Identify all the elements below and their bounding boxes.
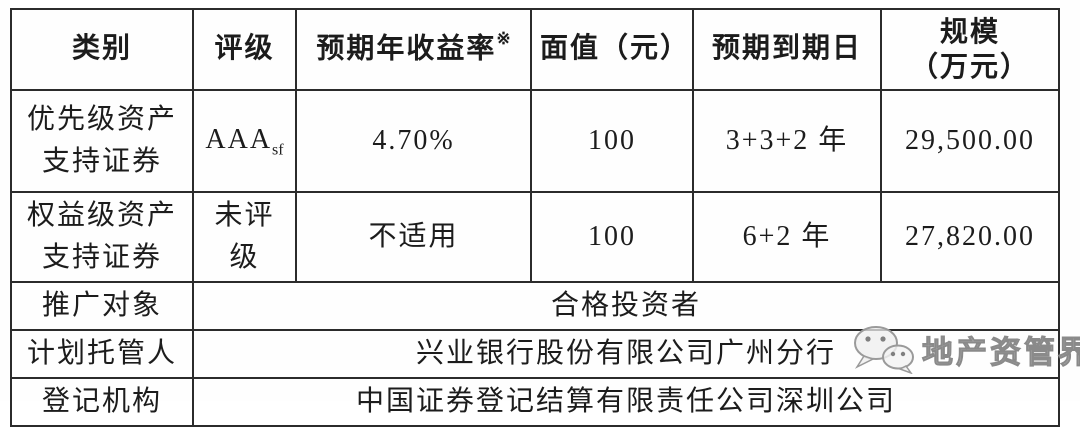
securities-terms-table: 类别 评级 预期年收益率※ 面值（元） 预期到期日 规模 （万元） 优先级资产支… — [10, 8, 1060, 427]
header-scale: 规模 （万元） — [880, 8, 1060, 91]
cell-senior-category: 优先级资产支持证券 — [10, 89, 194, 193]
cell-equity-yield: 不适用 — [295, 191, 532, 283]
cell-equity-face-value: 100 — [530, 191, 694, 283]
table-row-target-investors: 推广对象 合格投资者 — [10, 281, 1060, 331]
document-page: 类别 评级 预期年收益率※ 面值（元） 预期到期日 规模 （万元） 优先级资产支… — [10, 8, 1080, 427]
cell-senior-maturity: 3+3+2 年 — [692, 89, 882, 193]
table-row-senior-tranche: 优先级资产支持证券 AAAsf 4.70% 100 3+3+2 年 29,500… — [10, 89, 1060, 193]
header-expected-yield: 预期年收益率※ — [295, 8, 532, 91]
header-rating: 评级 — [192, 8, 297, 91]
senior-rating-subscript: sf — [272, 141, 284, 159]
header-face-value: 面值（元） — [530, 8, 694, 91]
cell-target-investors-value: 合格投资者 — [192, 281, 1060, 331]
equity-rating-value: 未评级 — [214, 200, 275, 273]
cell-equity-maturity: 6+2 年 — [692, 191, 882, 283]
cell-registrar-value: 中国证券登记结算有限责任公司深圳公司 — [192, 377, 1060, 427]
cell-equity-scale: 27,820.00 — [880, 191, 1060, 283]
table-row-registrar: 登记机构 中国证券登记结算有限责任公司深圳公司 — [10, 377, 1060, 427]
table-row-plan-custodian: 计划托管人 兴业银行股份有限公司广州分行 — [10, 329, 1060, 379]
header-scale-line1: 规模 — [939, 16, 1000, 48]
cell-senior-face-value: 100 — [530, 89, 694, 193]
footnote-reference-mark: ※ — [496, 29, 511, 49]
cell-senior-scale: 29,500.00 — [880, 89, 1060, 193]
cell-senior-rating: AAAsf — [192, 89, 297, 193]
cell-registrar-label: 登记机构 — [10, 377, 194, 427]
cell-equity-category: 权益级资产支持证券 — [10, 191, 194, 283]
cell-equity-rating: 未评级 — [192, 191, 297, 283]
header-category: 类别 — [10, 8, 194, 91]
table-header-row: 类别 评级 预期年收益率※ 面值（元） 预期到期日 规模 （万元） — [10, 8, 1060, 91]
cell-senior-yield: 4.70% — [295, 89, 532, 193]
header-expected-yield-label: 预期年收益率 — [316, 33, 497, 65]
senior-rating-value: AAA — [205, 124, 273, 156]
cell-plan-custodian-value: 兴业银行股份有限公司广州分行 — [192, 329, 1060, 379]
header-expected-maturity: 预期到期日 — [692, 8, 882, 91]
cell-plan-custodian-label: 计划托管人 — [10, 329, 194, 379]
header-scale-line2: （万元） — [909, 51, 1030, 83]
cell-target-investors-label: 推广对象 — [10, 281, 194, 331]
table-row-equity-tranche: 权益级资产支持证券 未评级 不适用 100 6+2 年 27,820.00 — [10, 191, 1060, 283]
